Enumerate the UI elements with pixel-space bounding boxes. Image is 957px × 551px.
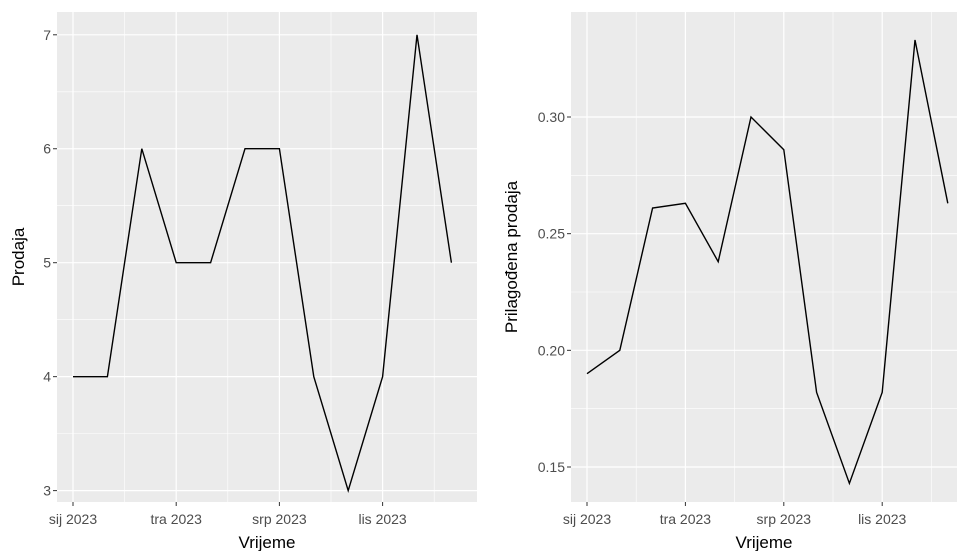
x-tick-label: tra 2023 <box>660 511 712 527</box>
x-tick-label: srp 2023 <box>757 511 812 527</box>
panel-background <box>571 12 957 502</box>
y-tick-label: 6 <box>43 141 51 157</box>
y-tick-label: 5 <box>43 255 51 271</box>
y-tick-label: 0.25 <box>538 226 565 242</box>
y-tick-label: 3 <box>43 483 51 499</box>
series-line <box>73 34 453 494</box>
x-axis-label: Vrijeme <box>736 533 793 551</box>
panel-background <box>57 12 477 502</box>
x-tick-label: tra 2023 <box>151 511 203 527</box>
y-tick-label: 0.20 <box>538 342 565 358</box>
y-axis-label: Prilagođena prodaja <box>502 180 521 333</box>
chart-panel-2: 0.15 0.20 0.25 0.30 sij 2023 tra 2023 srp 2023… <box>502 12 957 551</box>
x-tick-label: srp 2023 <box>252 511 307 527</box>
y-tick-label: 0.15 <box>538 459 565 475</box>
y-tick-label: 7 <box>43 27 51 43</box>
y-tick-label: 0.30 <box>538 109 565 125</box>
chart-panels: 3 4 5 6 7 sij 2023 tra 2023 srp 2023 lis 2023 Vri… <box>9 12 957 551</box>
x-tick-label: sij 2023 <box>563 511 611 527</box>
y-tick-label: 4 <box>43 369 51 385</box>
chart-panel-1: 3 4 5 6 7 sij 2023 tra 2023 srp 2023 lis 2023 Vri… <box>9 12 477 551</box>
x-axis-label: Vrijeme <box>239 533 296 551</box>
x-tick-label: lis 2023 <box>358 511 406 527</box>
series-line <box>586 39 949 486</box>
y-axis-label: Prodaja <box>9 227 28 286</box>
x-tick-label: sij 2023 <box>49 511 97 527</box>
x-tick-label: lis 2023 <box>858 511 906 527</box>
